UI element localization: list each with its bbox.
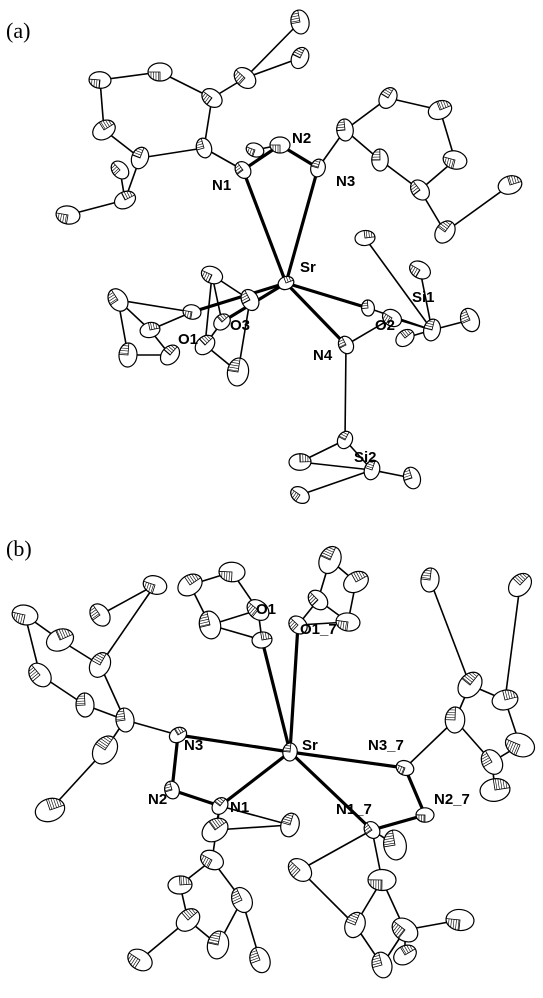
atom-label: N3 bbox=[336, 173, 355, 190]
atom-label: Si2 bbox=[354, 449, 377, 466]
atom-label: O1 bbox=[178, 331, 198, 348]
panel-label: (b) bbox=[6, 536, 32, 561]
atom-label: O1 bbox=[256, 601, 276, 618]
atom-label: N3_7 bbox=[368, 737, 404, 754]
atom-label: N2_7 bbox=[434, 791, 470, 808]
atom-label: O1_7 bbox=[300, 621, 337, 638]
atom-label: N2 bbox=[292, 130, 311, 147]
atom-label: O3 bbox=[230, 317, 250, 334]
atom-label: N3 bbox=[184, 737, 203, 754]
atom-label: N1 bbox=[212, 177, 231, 194]
atom-label: N1_7 bbox=[336, 801, 372, 818]
atom-label: N4 bbox=[313, 347, 333, 364]
figure: (a) (b) N2 N1 N3 Sr Si1 O2 O3 O1 N4 Si2 O1 O1_7 Sr N3… bbox=[0, 0, 543, 998]
atom-label: O2 bbox=[375, 317, 395, 334]
atom-label: Sr bbox=[302, 737, 318, 754]
atom-label: Sr bbox=[300, 259, 316, 276]
bond bbox=[345, 345, 346, 440]
atom-label: Si1 bbox=[412, 289, 435, 306]
panel-label: (a) bbox=[6, 18, 30, 43]
atom-label: N1 bbox=[230, 799, 249, 816]
atom-label: N2 bbox=[148, 791, 167, 808]
